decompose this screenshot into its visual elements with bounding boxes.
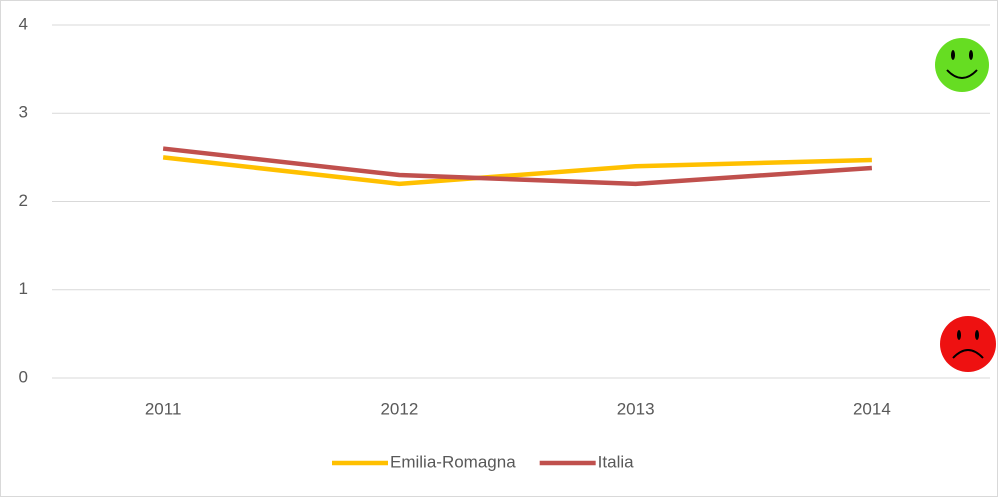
x-tick-label: 2014: [853, 399, 891, 418]
y-tick-label: 1: [19, 279, 28, 298]
series-line: [162, 155, 872, 187]
legend-label: Emilia-Romagna: [390, 452, 516, 471]
y-tick-label: 2: [19, 191, 28, 210]
y-tick-label: 4: [19, 14, 28, 33]
sad-face: [940, 316, 996, 372]
happy-face: [935, 38, 989, 92]
x-tick-label: 2012: [380, 399, 418, 418]
y-tick-label: 0: [19, 367, 28, 386]
y-tick-label: 3: [19, 103, 28, 122]
legend-label: Italia: [598, 452, 634, 471]
x-tick-label: 2011: [145, 399, 182, 418]
series-line: [162, 146, 873, 187]
x-tick-label: 2013: [617, 399, 655, 418]
